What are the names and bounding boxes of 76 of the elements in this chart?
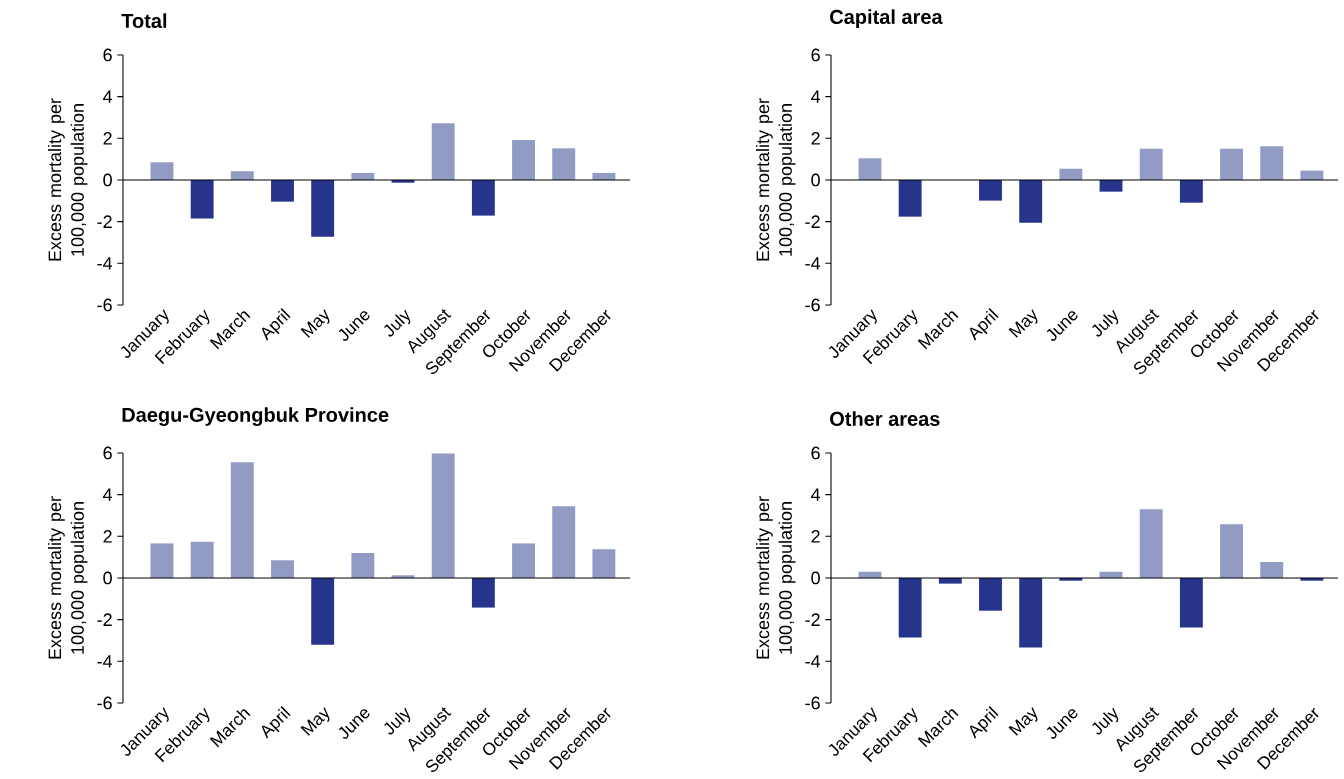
- y-tick-label: 2: [811, 530, 820, 543]
- bar: [311, 180, 335, 237]
- bar: [190, 541, 214, 579]
- y-tick-label: 2: [103, 530, 112, 543]
- bar: [1019, 578, 1043, 648]
- bar: [1139, 148, 1163, 181]
- bar: [979, 180, 1002, 201]
- y-tick-label: -2: [805, 215, 820, 229]
- y-tick-label: 4: [811, 90, 821, 104]
- bar: [230, 171, 254, 181]
- y-tick-label: -4: [805, 257, 821, 270]
- y-tick-label: 6: [811, 48, 820, 62]
- bar: [1260, 562, 1284, 579]
- bar: [1179, 578, 1203, 628]
- chart-title: Capital area: [830, 9, 943, 29]
- bar: [471, 180, 495, 216]
- y-tick-label: -2: [805, 613, 820, 627]
- y-tick-label: -4: [97, 257, 113, 270]
- bar: [351, 553, 375, 579]
- y-tick-label: -2: [97, 215, 112, 229]
- y-tick-label: -6: [805, 298, 820, 312]
- bar: [1260, 146, 1284, 181]
- y-tick-label: 6: [103, 446, 112, 460]
- y-tick-label: -4: [805, 655, 821, 668]
- y-tick-label: 4: [103, 90, 113, 104]
- bar: [431, 123, 455, 181]
- bar: [150, 162, 174, 181]
- y-tick-label: -6: [97, 696, 112, 710]
- chart-title: Total: [121, 13, 167, 29]
- y-tick-label: 2: [103, 132, 112, 145]
- bar: [1099, 180, 1123, 192]
- bar: [1139, 509, 1163, 579]
- bar: [592, 549, 616, 579]
- y-axis-title: Excess mortality per 100,000 population: [48, 98, 88, 261]
- y-tick-label: 2: [811, 132, 820, 145]
- x-tick-label: May: [300, 309, 330, 339]
- y-tick-label: 6: [103, 48, 112, 62]
- x-tick-label: May: [300, 707, 330, 737]
- y-tick-label: 0: [103, 173, 112, 187]
- bar: [1179, 180, 1203, 203]
- y-axis-title: Excess mortality per 100,000 population: [756, 496, 796, 659]
- bar: [150, 543, 174, 579]
- y-tick-label: -2: [97, 613, 112, 627]
- bar: [898, 578, 922, 638]
- bar: [190, 180, 214, 219]
- bar: [471, 578, 495, 608]
- y-tick-label: -6: [805, 696, 820, 710]
- y-tick-label: 4: [103, 488, 113, 502]
- bar: [512, 543, 535, 579]
- y-tick-label: 6: [811, 446, 820, 460]
- bar: [512, 140, 535, 181]
- chart-title: Daegu-Gyeongbuk Province: [122, 407, 389, 427]
- x-tick-label: May: [1008, 309, 1038, 339]
- bar: [1019, 180, 1043, 223]
- bar: [1220, 148, 1243, 181]
- y-tick-label: -6: [97, 298, 112, 312]
- y-axis-title: Excess mortality per 100,000 population: [756, 98, 796, 261]
- bar: [230, 462, 254, 579]
- bar: [271, 560, 294, 579]
- bar: [552, 148, 576, 181]
- bar: [1220, 524, 1243, 579]
- y-tick-label: 0: [811, 173, 820, 187]
- bar: [979, 578, 1002, 611]
- y-tick-label: -4: [97, 655, 113, 668]
- y-tick-label: 4: [811, 488, 821, 502]
- y-tick-label: 0: [811, 571, 820, 585]
- bar: [431, 453, 455, 579]
- bar: [858, 158, 882, 181]
- y-axis-title: Excess mortality per 100,000 population: [48, 496, 88, 659]
- chart-title: Other areas: [830, 411, 940, 427]
- bar: [552, 506, 576, 579]
- bar: [271, 180, 294, 202]
- bar: [311, 578, 335, 645]
- bar: [898, 180, 922, 217]
- y-tick-label: 0: [103, 571, 112, 585]
- x-tick-label: May: [1008, 707, 1038, 737]
